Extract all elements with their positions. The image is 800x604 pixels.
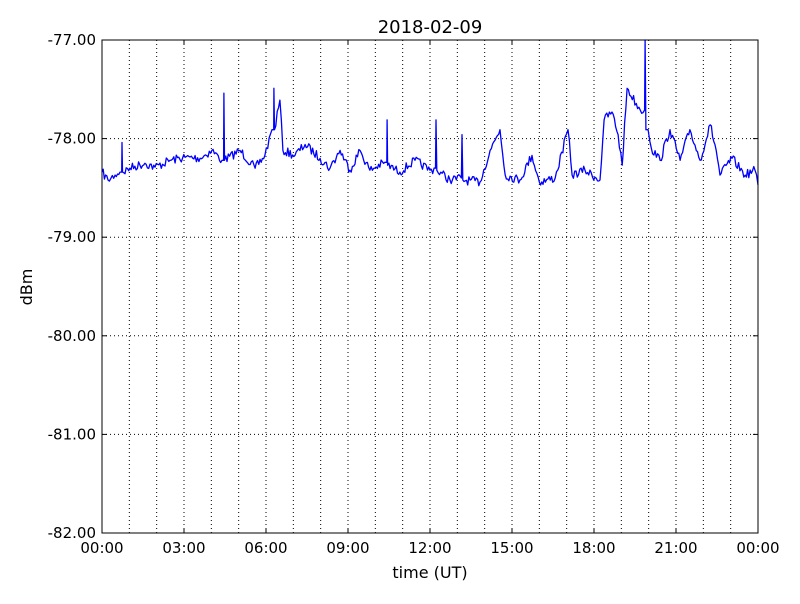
y-tick-label: -82.00 — [48, 524, 96, 542]
x-axis-label: time (UT) — [392, 563, 467, 582]
x-tick-label: 12:00 — [408, 539, 451, 557]
x-tick-label: 21:00 — [654, 539, 697, 557]
series-line — [101, 39, 759, 187]
chart-title: 2018-02-09 — [378, 17, 483, 38]
y-tick-label: -81.00 — [48, 425, 96, 443]
x-tick-label: 06:00 — [244, 539, 287, 557]
x-tick-label: 15:00 — [490, 539, 533, 557]
y-tick-label: -80.00 — [48, 327, 96, 345]
y-tick-label: -78.00 — [48, 130, 96, 148]
grid — [102, 40, 758, 533]
plot-frame — [101, 39, 759, 534]
x-tick-label: 18:00 — [572, 539, 615, 557]
x-tick-label: 00:00 — [80, 539, 123, 557]
x-tick-label: 03:00 — [162, 539, 205, 557]
y-tick-label: -79.00 — [48, 228, 96, 246]
y-axis-label: dBm — [17, 269, 36, 306]
x-tick-label: 09:00 — [326, 539, 369, 557]
y-tick-label: -77.00 — [48, 31, 96, 49]
x-tick-label: 00:00 — [736, 539, 779, 557]
ticks: -77.00-78.00-79.00-80.00-81.00-82.0000:0… — [48, 31, 780, 557]
